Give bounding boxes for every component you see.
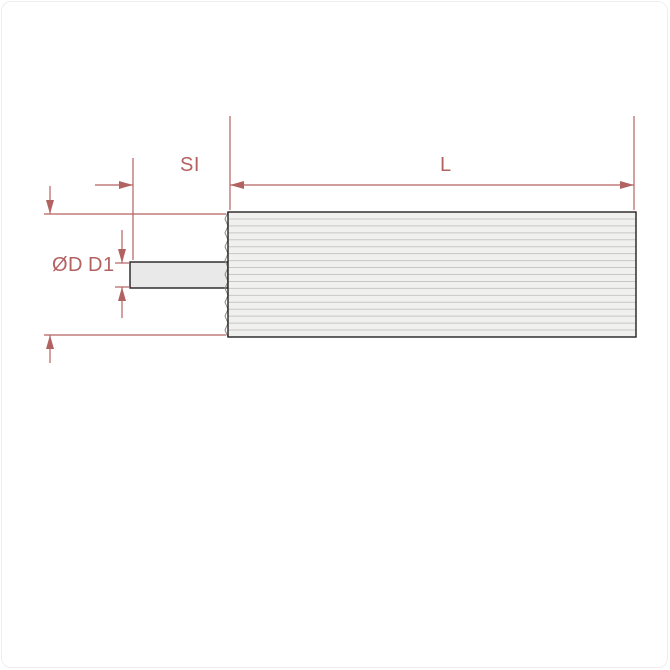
label-D1: D1 bbox=[88, 254, 115, 277]
label-L: L bbox=[440, 154, 452, 177]
label-SI: SI bbox=[180, 154, 200, 177]
label-D: ØD bbox=[52, 254, 83, 277]
drawing-svg bbox=[0, 0, 670, 670]
diagram-canvas: SI L ØD D1 bbox=[0, 0, 670, 670]
